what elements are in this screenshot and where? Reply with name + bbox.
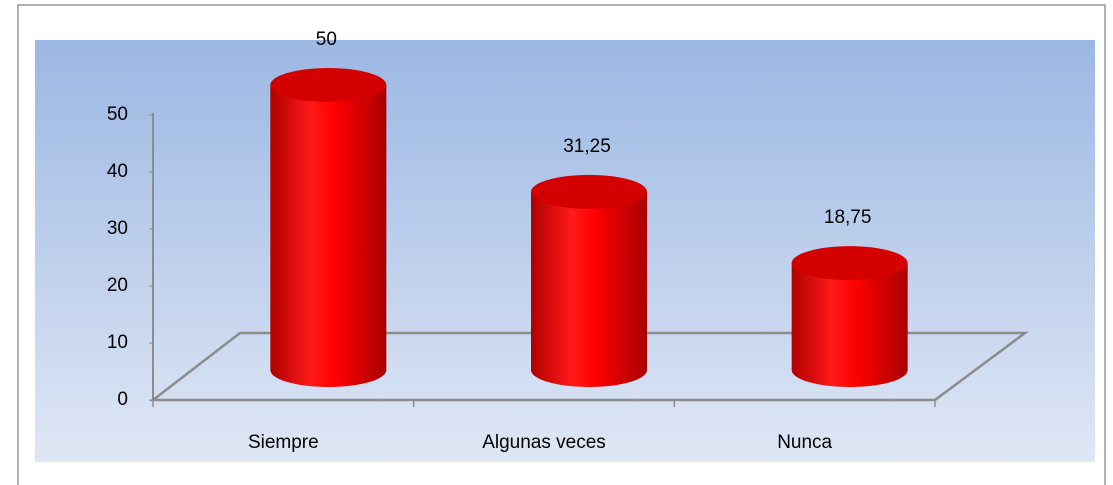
cylinder-top: [531, 174, 647, 209]
x-tick-label: Siempre: [248, 432, 319, 453]
frame: [17, 4, 1106, 485]
value-label: 18,75: [824, 207, 872, 228]
y-tick-label: 40: [107, 161, 128, 182]
cylinder-top: [270, 68, 387, 102]
y-tick-label: 20: [107, 275, 128, 296]
cylinder-body: [270, 85, 387, 387]
value-label: 31,25: [563, 136, 611, 157]
cylinder-top: [791, 246, 908, 281]
y-tick-label: 10: [107, 332, 128, 353]
x-tick-label: Nunca: [777, 432, 832, 453]
y-tick-label: 0: [117, 389, 128, 410]
y-tick-label: 50: [107, 104, 128, 125]
cylinder-body: [531, 191, 647, 387]
cylinder-body: [791, 263, 908, 387]
value-label: 50: [316, 29, 337, 50]
y-tick-label: 30: [107, 218, 128, 239]
x-tick-label: Algunas veces: [482, 432, 606, 453]
